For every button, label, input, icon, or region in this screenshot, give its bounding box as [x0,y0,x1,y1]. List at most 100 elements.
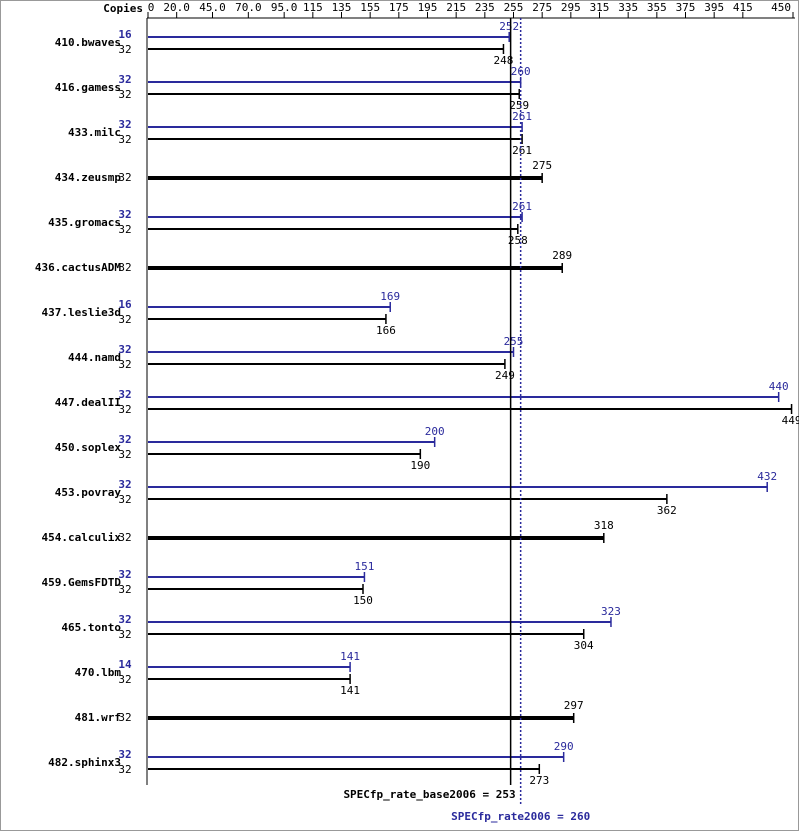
x-tick-label: 355 [647,1,667,14]
value-label: 318 [594,519,614,532]
value-label: 248 [494,54,514,67]
value-label: 190 [410,459,430,472]
summary-label: SPECfp_rate2006 = 260 [451,810,590,823]
copies-label: 16 [118,28,132,41]
x-tick-label: 45.0 [199,1,226,14]
copies-label: 32 [118,613,131,626]
value-label: 200 [425,425,445,438]
copies-label: 32 [118,531,131,544]
copies-label: 32 [118,88,131,101]
value-label: 304 [574,639,594,652]
copies-label: 32 [118,628,131,641]
value-label: 323 [601,605,621,618]
x-tick-label: 235 [475,1,495,14]
x-tick-label: 115 [303,1,323,14]
copies-label: 32 [118,358,131,371]
copies-label: 32 [118,403,131,416]
copies-label: 32 [118,73,131,86]
value-label: 150 [353,594,373,607]
value-label: 141 [340,650,360,663]
copies-label: 32 [118,433,131,446]
x-tick-label: 215 [446,1,466,14]
copies-label: 16 [118,298,132,311]
benchmark-label: 454.calculix [42,531,122,544]
value-label: 440 [769,380,789,393]
copies-label: 32 [118,208,131,221]
benchmark-label: 459.GemsFDTD [42,576,122,589]
x-tick-label: 450 [771,1,791,14]
value-label: 449 [782,414,799,427]
copies-header: Copies [103,2,143,15]
value-label: 249 [495,369,515,382]
benchmark-label: 410.bwaves [55,36,121,49]
benchmark-label: 444.namd [68,351,121,364]
copies-label: 32 [118,673,131,686]
copies-label: 32 [118,763,131,776]
copies-label: 32 [118,133,131,146]
value-label: 255 [504,335,524,348]
x-tick-label: 195 [418,1,438,14]
benchmark-label: 447.dealII [55,396,121,409]
value-label: 261 [512,110,532,123]
copies-label: 32 [118,711,131,724]
benchmark-label: 470.lbm [75,666,122,679]
copies-label: 32 [118,118,131,131]
x-tick-label: 375 [676,1,696,14]
value-label: 273 [529,774,549,787]
summary-label: SPECfp_rate_base2006 = 253 [343,788,515,801]
benchmark-label: 436.cactusADM [35,261,121,274]
benchmark-label: 433.milc [68,126,121,139]
value-label: 275 [532,159,552,172]
value-label: 289 [552,249,572,262]
benchmark-label: 450.soplex [55,441,122,454]
copies-label: 14 [118,658,132,671]
x-tick-label: 135 [332,1,352,14]
copies-label: 32 [118,261,131,274]
copies-label: 32 [118,448,131,461]
value-label: 432 [757,470,777,483]
x-tick-label: 70.0 [235,1,262,14]
copies-label: 32 [118,223,131,236]
x-tick-label: 175 [389,1,409,14]
benchmark-label: 482.sphinx3 [48,756,121,769]
benchmark-label: 465.tonto [61,621,121,634]
value-label: 141 [340,684,360,697]
x-tick-label: 0 [148,1,155,14]
benchmark-label: 437.leslie3d [42,306,121,319]
copies-label: 32 [118,568,131,581]
value-label: 297 [564,699,584,712]
x-tick-label: 155 [360,1,380,14]
value-label: 166 [376,324,396,337]
x-tick-label: 415 [733,1,753,14]
copies-label: 32 [118,313,131,326]
copies-label: 32 [118,583,131,596]
value-label: 252 [499,20,519,33]
value-label: 261 [512,144,532,157]
value-label: 259 [509,99,529,112]
copies-label: 32 [118,343,131,356]
value-label: 169 [380,290,400,303]
benchmark-label: 416.gamess [55,81,121,94]
x-tick-label: 315 [590,1,610,14]
value-label: 362 [657,504,677,517]
copies-label: 32 [118,478,131,491]
x-tick-label: 95.0 [271,1,298,14]
copies-label: 32 [118,493,131,506]
value-label: 258 [508,234,528,247]
x-tick-label: 20.0 [163,1,190,14]
value-label: 290 [554,740,574,753]
benchmark-label: 453.povray [55,486,122,499]
benchmark-label: 435.gromacs [48,216,121,229]
value-label: 151 [354,560,374,573]
x-tick-label: 335 [618,1,638,14]
x-tick-label: 395 [704,1,724,14]
copies-label: 32 [118,388,131,401]
benchmark-label: 481.wrf [75,711,121,724]
copies-label: 32 [118,748,131,761]
x-tick-label: 295 [561,1,581,14]
copies-label: 32 [118,43,131,56]
copies-label: 32 [118,171,131,184]
benchmark-label: 434.zeusmp [55,171,122,184]
value-label: 261 [512,200,532,213]
